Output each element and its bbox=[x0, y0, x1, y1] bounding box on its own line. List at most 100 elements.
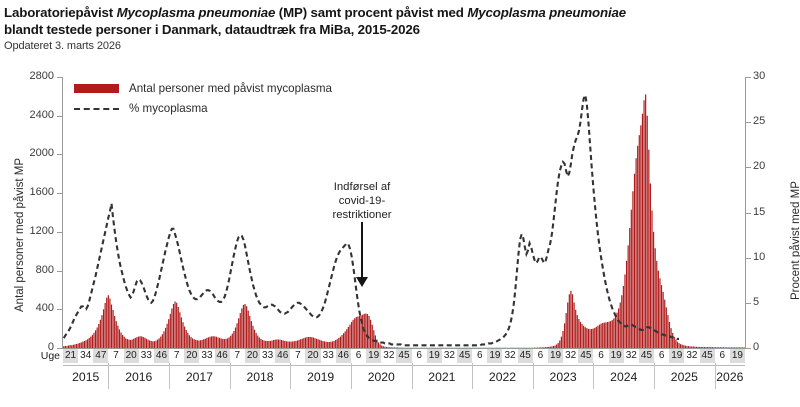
x-axis-week-tick-label: 19 bbox=[368, 350, 380, 361]
x-axis-week-tick-label: 19 bbox=[610, 350, 622, 361]
x-axis-band bbox=[487, 349, 503, 363]
x-axis-year-label: 2020 bbox=[367, 370, 395, 384]
x-axis-line bbox=[62, 348, 746, 349]
x-axis-week-tick-label: 32 bbox=[625, 350, 637, 361]
x-axis-week-tick-label: 45 bbox=[459, 350, 471, 361]
x-axis-band bbox=[214, 349, 230, 363]
x-axis-week-tick-label: 6 bbox=[476, 350, 483, 361]
x-axis-week-tick-label: 7 bbox=[234, 350, 241, 361]
legend-item-line[interactable]: % mycoplasma bbox=[74, 100, 332, 117]
y-axis-right-tick-label: 25 bbox=[753, 115, 766, 128]
covid-annotation: Indførsel af covid-19- restriktioner bbox=[306, 180, 418, 222]
x-axis-band bbox=[729, 349, 745, 363]
x-axis-year-label: 2023 bbox=[549, 370, 577, 384]
y-axis-left-tick-label: 1200 bbox=[29, 224, 54, 237]
x-axis-year-separator bbox=[350, 363, 352, 389]
x-axis-band bbox=[608, 349, 624, 363]
x-axis-week-tick-label: 7 bbox=[295, 350, 301, 361]
x-axis-band bbox=[638, 349, 655, 363]
x-axis-band bbox=[699, 349, 715, 363]
y-axis-left-tick-label: 2000 bbox=[29, 147, 54, 160]
plot-area bbox=[63, 77, 745, 348]
y-axis-right-line bbox=[745, 77, 746, 349]
x-axis-week-tick-label: 33 bbox=[322, 350, 334, 361]
x-axis-week-tick-label: 33 bbox=[140, 350, 152, 361]
y-axis-right-tick-mark bbox=[746, 348, 751, 349]
legend-bar-swatch-icon bbox=[74, 84, 119, 93]
y-axis-left-line bbox=[62, 77, 63, 349]
x-axis-week-tick-label: 32 bbox=[686, 350, 698, 361]
legend-line-label: % mycoplasma bbox=[129, 102, 208, 115]
legend-bar-label: Antal personer med påvist mycoplasma bbox=[129, 82, 332, 95]
x-axis-year-label: 2018 bbox=[246, 370, 274, 384]
y-axis-left-tick-label: 400 bbox=[35, 302, 54, 315]
y-axis-left-tick-mark bbox=[57, 77, 62, 78]
covid-annotation-arrow-shaft-icon bbox=[361, 222, 363, 280]
y-axis-left-tick-label: 800 bbox=[35, 263, 54, 276]
x-axis-week-tick-label: 19 bbox=[549, 350, 562, 361]
x-axis-year-label: 2016 bbox=[125, 370, 153, 384]
x-axis-week-tick-label: 46 bbox=[155, 350, 168, 361]
page-title: Laboratoriepåvist Mycoplasma pneumoniae … bbox=[4, 4, 796, 21]
x-axis-uge-label: Uge bbox=[40, 350, 60, 362]
x-axis-week-tick-label: 7 bbox=[113, 350, 119, 361]
y-axis-right-tick-label: 20 bbox=[753, 160, 766, 173]
x-axis-year-separator bbox=[108, 363, 110, 389]
title-block: Laboratoriepåvist Mycoplasma pneumoniae … bbox=[4, 4, 796, 53]
title-segment-1: Laboratoriepåvist bbox=[4, 5, 117, 20]
legend-item-bars[interactable]: Antal personer med påvist mycoplasma bbox=[74, 80, 332, 97]
line-series-procent-mycoplasma bbox=[63, 91, 680, 347]
x-axis-band bbox=[305, 349, 321, 363]
x-axis-week-tick-label: 6 bbox=[598, 350, 604, 361]
x-axis-year-separator bbox=[472, 363, 474, 389]
x-axis-year-divider bbox=[63, 365, 745, 366]
x-axis-week-tick-label: 7 bbox=[173, 350, 180, 361]
x-axis-week-tick-label: 45 bbox=[640, 350, 653, 361]
page-title-line2: blandt testede personer i Danmark, datau… bbox=[4, 22, 420, 37]
x-axis-week-tick-label: 46 bbox=[337, 350, 349, 361]
x-axis-week-tick-label: 19 bbox=[428, 350, 440, 361]
x-axis-week-tick-label: 19 bbox=[671, 350, 683, 361]
x-axis-year-separator bbox=[654, 363, 656, 389]
x-axis-year-separator bbox=[714, 363, 716, 389]
x-axis-week-tick-label: 32 bbox=[504, 350, 516, 361]
x-axis-year-label: 2022 bbox=[488, 370, 517, 384]
x-axis-week-tick-label: 47 bbox=[95, 350, 107, 361]
x-axis-week-tick-label: 6 bbox=[658, 350, 665, 361]
title-species-1: Mycoplasma pneumoniae bbox=[116, 5, 276, 20]
y-axis-right-title: Procent påvist med MP bbox=[790, 181, 800, 300]
y-axis-right-tick-label: 10 bbox=[753, 250, 766, 263]
x-axis-band bbox=[547, 349, 564, 363]
x-axis-year-separator bbox=[169, 363, 171, 389]
x-axis-year-separator bbox=[229, 363, 231, 389]
x-axis-week-tick-label: 20 bbox=[125, 350, 137, 361]
x-axis-week-tick-label: 45 bbox=[398, 350, 410, 361]
x-axis-week-tick-label: 6 bbox=[537, 350, 544, 361]
legend-line-swatch-icon bbox=[74, 107, 119, 110]
x-axis-band bbox=[123, 349, 139, 363]
x-axis-week-tick-label: 20 bbox=[186, 350, 198, 361]
x-axis-year-label: 2015 bbox=[72, 370, 100, 384]
x-axis-week-tick-label: 33 bbox=[201, 350, 213, 361]
x-axis-week-tick-label: 46 bbox=[216, 350, 228, 361]
x-axis-band bbox=[578, 349, 594, 363]
y-axis-left-tick-mark bbox=[57, 231, 62, 233]
covid-annotation-line2: covid-19- bbox=[338, 195, 386, 207]
x-axis-band bbox=[396, 349, 412, 363]
x-axis-band bbox=[93, 349, 109, 363]
page-subtitle: Opdateret 3. marts 2026 bbox=[4, 40, 121, 52]
x-axis-week-tick-label: 6 bbox=[416, 350, 422, 361]
x-axis-year-label: 2019 bbox=[307, 370, 335, 384]
x-axis-week-tick-label: 19 bbox=[489, 350, 501, 361]
y-axis-left-tick-mark bbox=[57, 348, 62, 349]
y-axis-left-tick-label: 2800 bbox=[29, 70, 54, 82]
x-axis-year-label: 2024 bbox=[610, 370, 638, 384]
x-axis-week-tick-label: 34 bbox=[80, 350, 92, 361]
x-axis-week-band bbox=[63, 349, 745, 363]
x-axis-band bbox=[517, 349, 533, 363]
y-axis-right-tick-mark bbox=[746, 212, 751, 214]
title-segment-2: (MP) samt procent påvist med bbox=[275, 5, 468, 20]
x-axis-year-label: 2025 bbox=[670, 370, 698, 384]
x-axis-week-tick-label: 6 bbox=[355, 350, 362, 361]
chart-legend: Antal personer med påvist mycoplasma % m… bbox=[74, 80, 332, 120]
